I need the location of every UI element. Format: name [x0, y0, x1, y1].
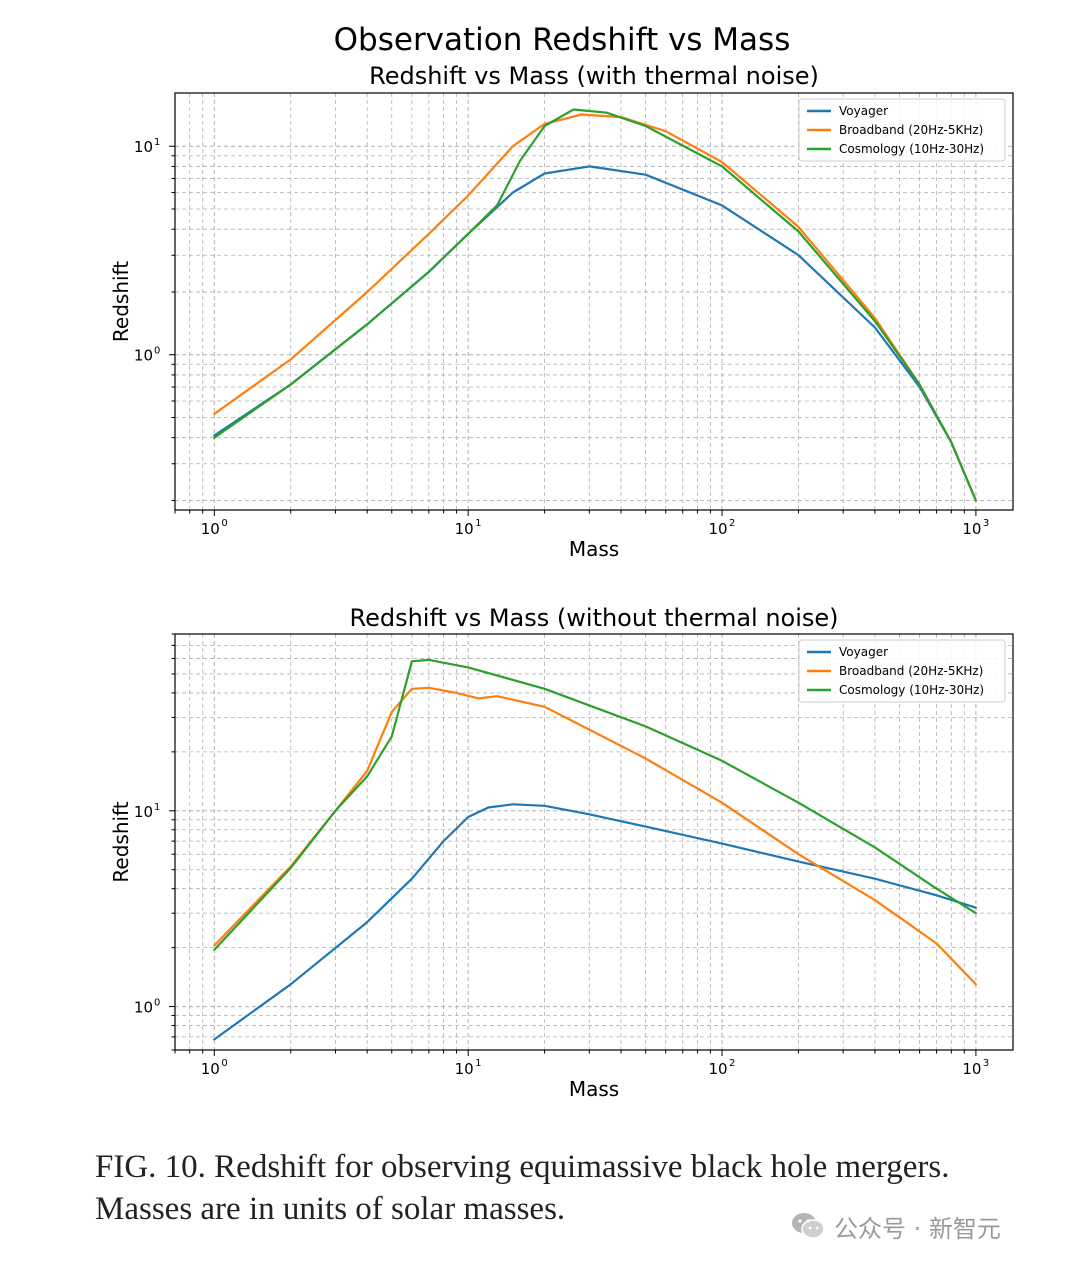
plot-with-thermal-noise: Redshift vs Mass (with thermal noise)10 0…	[109, 62, 1014, 561]
legend-label-1: Voyager	[839, 645, 888, 659]
x-axis-label: Mass	[569, 537, 619, 561]
y-tick-label-exponent: 1	[154, 137, 160, 148]
x-tick-label-exponent: 2	[729, 518, 735, 529]
legend-box	[798, 98, 1006, 162]
x-tick-label-exponent: 2	[729, 1058, 735, 1069]
plot-title: Redshift vs Mass (without thermal noise)	[349, 604, 838, 632]
x-tick-label: 10	[455, 520, 474, 538]
legend: Voyager Broadband (20Hz-5KHz) Cosmology (1…	[798, 98, 1006, 162]
plot-title: Redshift vs Mass (with thermal noise)	[369, 62, 819, 90]
series-line-1	[213, 803, 978, 1041]
x-tick-label: 10	[708, 520, 727, 538]
figure-suptitle: Observation Redshift vs Mass	[334, 22, 791, 58]
series-line-2	[213, 686, 978, 986]
x-tick-label-exponent: 1	[475, 518, 481, 529]
series-line-1	[213, 165, 978, 502]
watermark-text: 公众号 · 新智元	[834, 1214, 1001, 1243]
figure-caption: FIG. 10. Redshift for observing equimass…	[95, 1149, 950, 1227]
plot-without-thermal-noise: Redshift vs Mass (without thermal noise)…	[109, 604, 1014, 1101]
legend-label-2: Broadband (20Hz-5KHz)	[839, 123, 983, 137]
y-tick-label-exponent: 1	[154, 802, 160, 813]
x-tick-label-exponent: 1	[475, 1058, 481, 1069]
legend-label-3: Cosmology (10Hz-30Hz)	[839, 142, 984, 156]
axes-frame	[174, 92, 1014, 511]
y-tick-label-exponent: 0	[154, 346, 160, 357]
y-tick-label-exponent: 0	[154, 998, 160, 1009]
legend-label-3: Cosmology (10Hz-30Hz)	[839, 683, 984, 697]
x-tick-label: 10	[201, 1060, 220, 1078]
x-tick-label: 10	[708, 1060, 727, 1078]
legend-label-2: Broadband (20Hz-5KHz)	[839, 664, 983, 678]
series-line-3	[213, 108, 978, 502]
x-tick-label: 10	[201, 520, 220, 538]
x-tick-label: 10	[455, 1060, 474, 1078]
x-tick-label-exponent: 0	[221, 1058, 227, 1069]
y-tick-label: 10	[134, 999, 153, 1017]
y-tick-label: 10	[134, 138, 153, 156]
y-tick-label: 10	[134, 347, 153, 365]
legend: Voyager Broadband (20Hz-5KHz) Cosmology (1…	[798, 639, 1006, 703]
watermark: 公众号 · 新智元	[790, 1208, 1001, 1244]
legend-label-1: Voyager	[839, 104, 888, 118]
x-tick-label: 10	[962, 520, 981, 538]
series-line-2	[213, 113, 978, 502]
y-axis-label: Redshift	[109, 801, 133, 882]
x-tick-label-exponent: 3	[983, 1058, 989, 1069]
x-tick-label: 10	[962, 1060, 981, 1078]
x-axis-label: Mass	[569, 1077, 619, 1101]
legend-box	[798, 639, 1006, 703]
y-tick-label: 10	[134, 803, 153, 821]
series-line-3	[213, 658, 978, 951]
x-tick-label-exponent: 3	[983, 518, 989, 529]
x-tick-label-exponent: 0	[221, 518, 227, 529]
wechat-icon	[792, 1213, 825, 1239]
axes-frame	[174, 633, 1014, 1051]
y-axis-label: Redshift	[109, 261, 133, 342]
